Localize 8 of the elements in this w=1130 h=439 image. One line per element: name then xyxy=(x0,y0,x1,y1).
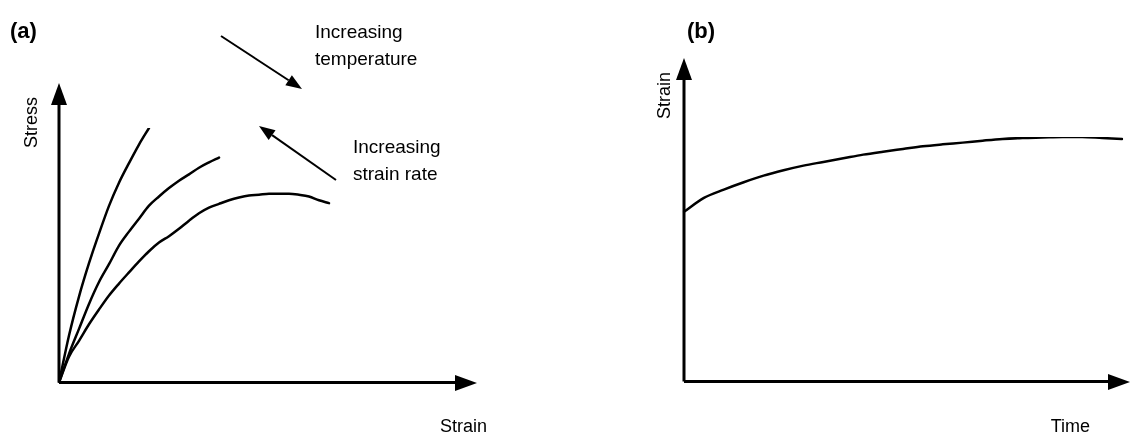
chart-title: (b) xyxy=(687,18,716,43)
chart-title: (a) xyxy=(10,18,37,43)
annotation: Increasing strain rate xyxy=(353,135,442,186)
y-axis-title: Stress xyxy=(20,97,41,149)
y-axis-title: Strain xyxy=(653,72,674,120)
x-axis-title: Time xyxy=(1050,416,1090,436)
text: Increasing temperature xyxy=(315,20,419,71)
x-axis-title: Strain xyxy=(439,416,487,436)
